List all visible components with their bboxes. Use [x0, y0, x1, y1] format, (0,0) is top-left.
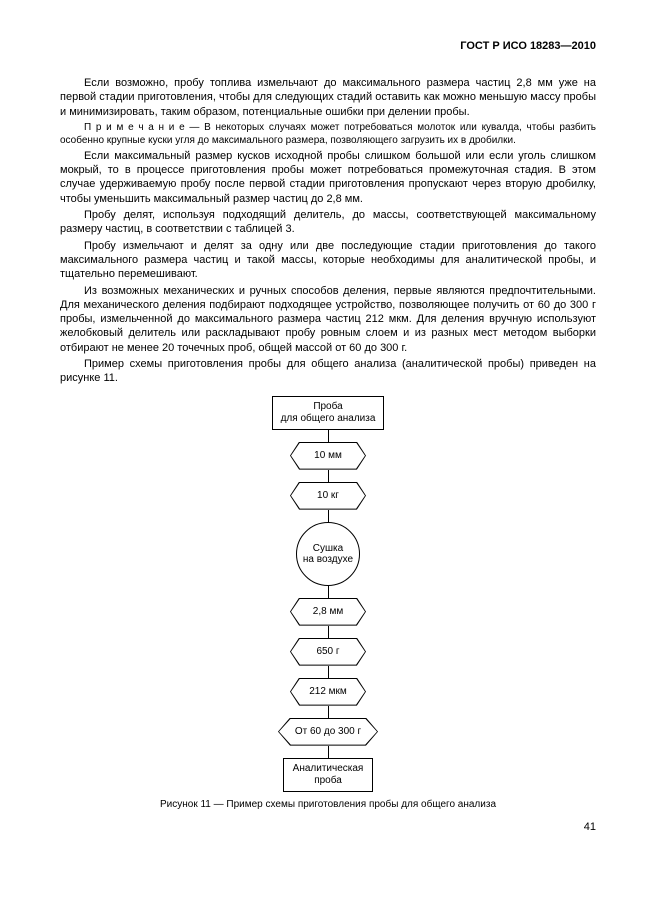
- flow-hex-28mm-label: 2,8 мм: [291, 599, 365, 625]
- flow-hex-212mkm: 212 мкм: [290, 678, 366, 706]
- flow-hex-60-300g-label: От 60 до 300 г: [279, 719, 377, 745]
- flow-connector: [328, 666, 329, 678]
- flow-hex-212mkm-label: 212 мкм: [291, 679, 365, 705]
- note-paragraph: П р и м е ч а н и е — В некоторых случая…: [60, 121, 596, 147]
- flow-start-box: Пробадля общего анализа: [272, 396, 385, 430]
- paragraph-5: Из возможных механических и ручных спосо…: [60, 284, 596, 355]
- flow-connector: [328, 430, 329, 442]
- flow-connector: [328, 626, 329, 638]
- paragraph-1: Если возможно, пробу топлива измельчают …: [60, 76, 596, 119]
- flow-hex-650g-label: 650 г: [291, 639, 365, 665]
- flow-end-box: Аналитическаяпроба: [283, 758, 373, 792]
- flow-connector: [328, 586, 329, 598]
- flow-circle-dry: Сушкана воздухе: [296, 522, 360, 586]
- flow-hex-10mm: 10 мм: [290, 442, 366, 470]
- flow-connector: [328, 706, 329, 718]
- page-number: 41: [60, 821, 596, 833]
- flow-hex-60-300g: От 60 до 300 г: [278, 718, 378, 746]
- flow-connector: [328, 510, 329, 522]
- flow-hex-10kg: 10 кг: [290, 482, 366, 510]
- standard-header: ГОСТ Р ИСО 18283—2010: [60, 40, 596, 52]
- figure-caption: Рисунок 11 — Пример схемы приготовления …: [60, 798, 596, 811]
- flowchart: Пробадля общего анализа 10 мм 10 кг Сушк…: [60, 396, 596, 792]
- flow-connector: [328, 746, 329, 758]
- flow-hex-28mm: 2,8 мм: [290, 598, 366, 626]
- document-page: ГОСТ Р ИСО 18283—2010 Если возможно, про…: [0, 0, 646, 863]
- flow-connector: [328, 470, 329, 482]
- note-label: П р и м е ч а н и е: [84, 122, 185, 133]
- paragraph-3: Пробу делят, используя подходящий делите…: [60, 208, 596, 237]
- paragraph-2: Если максимальный размер кусков исходной…: [60, 149, 596, 206]
- paragraph-6: Пример схемы приготовления пробы для общ…: [60, 357, 596, 386]
- flow-hex-10kg-label: 10 кг: [291, 483, 365, 509]
- flow-hex-10mm-label: 10 мм: [291, 443, 365, 469]
- paragraph-4: Пробу измельчают и делят за одну или две…: [60, 239, 596, 282]
- flow-hex-650g: 650 г: [290, 638, 366, 666]
